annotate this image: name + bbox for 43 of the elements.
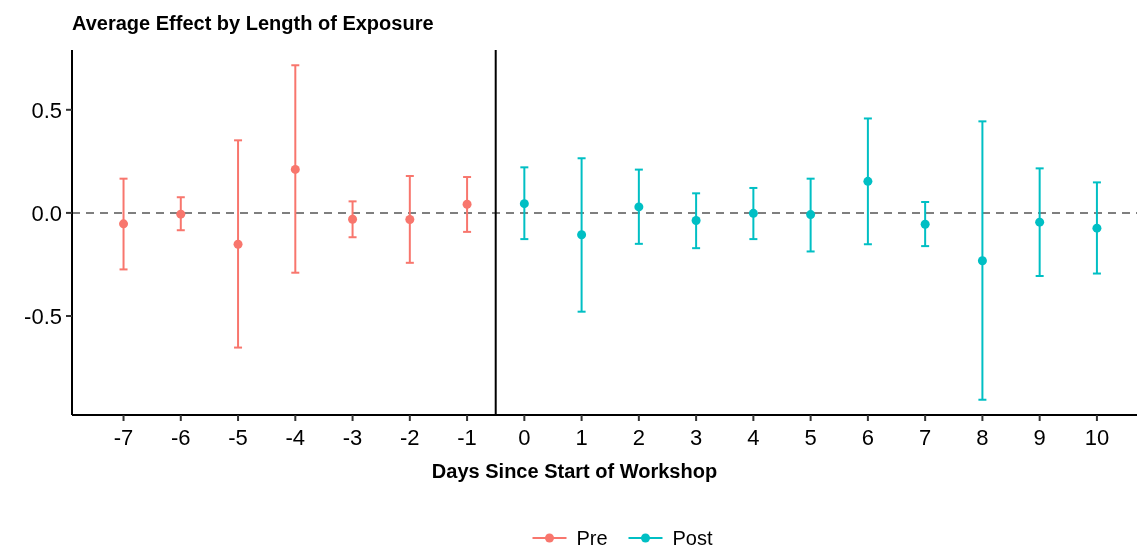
point: [577, 230, 587, 240]
point: [290, 164, 300, 174]
point: [691, 216, 701, 226]
x-tick-label: 3: [689, 425, 703, 450]
x-axis-title: Days Since Start of Workshop: [431, 460, 718, 482]
point: [519, 199, 529, 209]
legend-label: Pre: [576, 527, 608, 549]
x-tick-label: -7: [113, 425, 134, 450]
y-tick-label: 0.0: [31, 200, 62, 226]
y-tick-label: 0.5: [31, 97, 62, 123]
x-tick-label: -5: [228, 425, 248, 450]
y-tick-label: -0.5: [24, 303, 62, 329]
x-tick-label: 1: [575, 425, 588, 450]
x-tick-label: -2: [400, 425, 420, 450]
point: [977, 256, 987, 266]
x-tick-label: 7: [919, 425, 932, 450]
x-tick-label: -4: [285, 425, 306, 450]
point: [1035, 217, 1045, 227]
point: [806, 210, 816, 220]
x-tick-label: 9: [1033, 425, 1046, 450]
x-tick-label: -1: [457, 425, 477, 450]
x-tick-label: -6: [171, 425, 191, 450]
point: [863, 176, 873, 186]
point: [748, 208, 758, 218]
point: [1092, 223, 1102, 233]
x-tick-label: 5: [804, 425, 817, 450]
x-tick-label: -3: [342, 425, 363, 450]
x-tick-label: 2: [632, 425, 645, 450]
point: [920, 219, 930, 229]
point: [462, 199, 472, 209]
point: [119, 219, 129, 229]
point: [405, 215, 415, 225]
x-tick-label: 0: [518, 425, 531, 450]
x-tick-label: 8: [976, 425, 989, 450]
x-tick-label: 4: [747, 425, 760, 450]
x-tick-label: 6: [861, 425, 875, 450]
chart-title: Average Effect by Length of Exposure: [72, 12, 434, 34]
legend-label: Post: [672, 527, 713, 549]
point: [348, 214, 358, 224]
point: [176, 209, 186, 219]
point: [233, 239, 243, 249]
x-tick-label: 10: [1084, 425, 1110, 450]
point: [634, 202, 644, 212]
